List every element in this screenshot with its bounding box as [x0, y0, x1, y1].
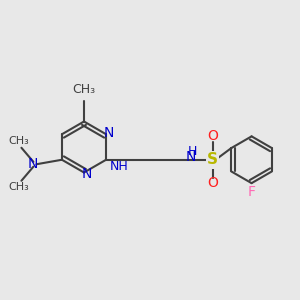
Text: N: N: [28, 157, 38, 171]
Text: N: N: [82, 167, 92, 181]
Text: CH₃: CH₃: [8, 136, 29, 146]
Text: CH₃: CH₃: [8, 182, 29, 192]
Text: N: N: [104, 126, 114, 140]
Text: CH₃: CH₃: [72, 83, 96, 96]
Text: O: O: [207, 129, 218, 143]
Text: N: N: [185, 150, 196, 164]
Text: S: S: [207, 152, 218, 167]
Text: O: O: [207, 176, 218, 190]
Text: NH: NH: [110, 160, 129, 173]
Text: H: H: [188, 145, 197, 158]
Text: F: F: [248, 184, 256, 199]
